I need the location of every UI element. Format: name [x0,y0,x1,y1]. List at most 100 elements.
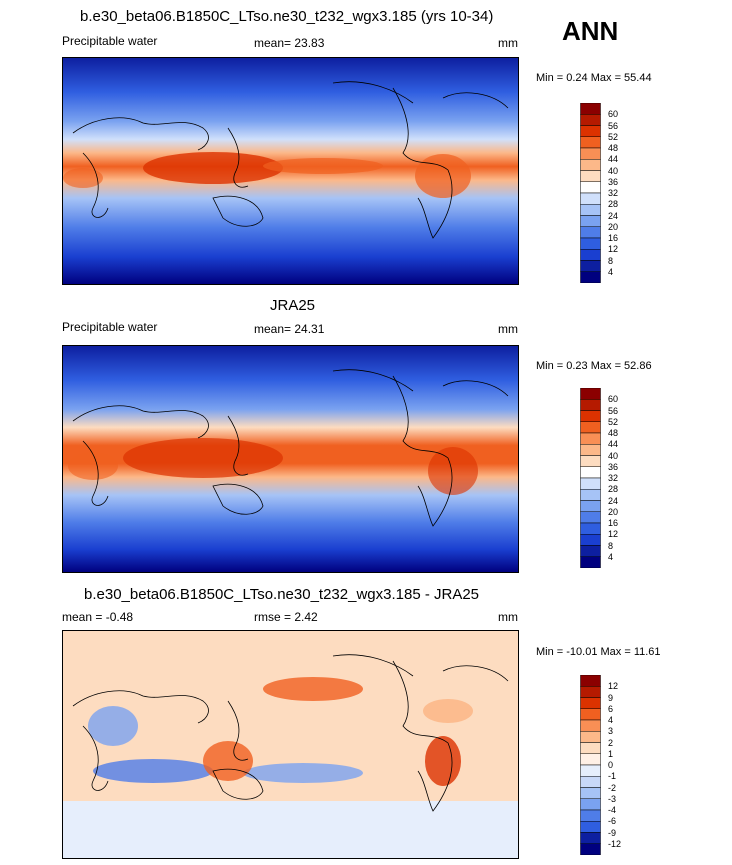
colorbar-tick-label: 36 [608,461,619,472]
panel1-units: mm [498,36,518,50]
colorbar-swatch [580,764,601,777]
colorbar-swatch [580,114,601,126]
colorbar-swatch [580,500,601,512]
colorbar-swatch [580,432,601,445]
colorbar-tick-label: 2 [608,737,614,748]
colorbar-swatch [580,809,601,822]
colorbar-tick-label: -2 [608,782,617,793]
colorbar-swatch [580,159,601,171]
colorbar-swatch [580,776,601,788]
colorbar-tick-label: 32 [608,188,619,198]
colorbar-tick-label: -12 [608,838,622,849]
colorbar-tick-label: 12 [608,529,619,540]
colorbar-swatch [580,103,601,115]
colorbar-tick-label: 4 [608,266,614,277]
panel1-map [62,57,519,285]
colorbar-tick-label: 32 [608,473,619,483]
colorbar-swatch [580,719,601,732]
colorbar-tick-label: 60 [608,394,619,405]
colorbar-tick-label: 44 [608,439,619,450]
panel2-units: mm [498,322,518,336]
colorbar-tick-label: 8 [608,540,614,551]
colorbar-swatch [580,147,601,160]
colorbar-swatch [580,271,601,283]
colorbar-swatch [580,843,601,855]
colorbar-tick-label: 28 [608,199,619,210]
colorbar-tick-label: 48 [608,143,619,153]
colorbar-swatch [580,821,601,833]
colorbar-tick-label: 28 [608,484,619,495]
colorbar-swatch [580,136,601,149]
panel1-mean-label: mean= 23.83 [254,36,325,50]
colorbar-tick-label: -4 [608,805,617,815]
colorbar-tick-label: 52 [608,131,619,142]
panel2-variable-label: Precipitable water [62,320,158,334]
panel2-colorbar [580,388,601,568]
colorbar-tick-label: 60 [608,109,619,120]
colorbar-swatch [580,204,601,216]
colorbar-swatch [580,192,601,205]
colorbar-tick-label: 24 [608,495,619,506]
panel3-colorbar [580,675,601,855]
colorbar-swatch [580,534,601,546]
colorbar-tick-label: 56 [608,120,619,131]
colorbar-swatch [580,477,601,490]
colorbar-tick-label: 4 [608,715,614,725]
colorbar-swatch [580,237,601,250]
colorbar-tick-label: 48 [608,428,619,438]
colorbar-swatch [580,421,601,434]
colorbar-tick-label: 8 [608,255,614,266]
colorbar-swatch [580,455,601,467]
colorbar-tick-label: -1 [608,771,617,782]
colorbar-swatch [580,675,601,687]
colorbar-swatch [580,466,601,479]
panel2-minmax: Min = 0.23 Max = 52.86 [536,360,652,372]
colorbar-swatch [580,708,601,721]
colorbar-swatch [580,697,601,709]
colorbar-tick-label: 40 [608,165,619,176]
colorbar-tick-label: 56 [608,405,619,416]
colorbar-swatch [580,181,601,194]
colorbar-tick-label: 6 [608,703,614,714]
colorbar-tick-label: 4 [608,551,614,562]
colorbar-tick-label: -3 [608,793,617,804]
panel1-colorbar [580,103,601,283]
colorbar-swatch [580,388,601,400]
panel1-coastlines [72,81,509,239]
panel2-map [62,345,519,573]
colorbar-swatch [580,260,601,272]
colorbar-swatch [580,731,601,743]
colorbar-swatch [580,444,601,456]
colorbar-swatch [580,798,601,811]
colorbar-tick-label: 16 [608,518,619,528]
colorbar-tick-label: 20 [608,221,619,232]
panel3-map [62,630,519,859]
colorbar-tick-label: 16 [608,233,619,243]
colorbar-swatch [580,545,601,557]
panel2-title: JRA25 [270,297,316,314]
colorbar-tick-label: 40 [608,450,619,461]
colorbar-swatch [580,742,601,754]
panel3-minmax: Min = -10.01 Max = 11.61 [536,646,661,658]
colorbar-tick-label: 36 [608,176,619,187]
colorbar-swatch [580,832,601,844]
season-label: ANN [562,16,619,46]
colorbar-swatch [580,489,601,501]
colorbar-tick-label: 44 [608,154,619,165]
colorbar-tick-label: 20 [608,506,619,517]
panel3-title: b.e30_beta06.B1850C_LTso.ne30_t232_wgx3.… [84,586,480,603]
panel1-minmax: Min = 0.24 Max = 55.44 [536,72,652,84]
colorbar-swatch [580,170,601,182]
colorbar-tick-label: 1 [608,748,614,759]
colorbar-tick-label: 9 [608,692,614,703]
colorbar-swatch [580,556,601,568]
colorbar-tick-label: -6 [608,816,617,827]
colorbar-swatch [580,410,601,422]
panel3-units: mm [498,610,518,624]
panel3-coastlines [72,654,509,812]
colorbar-tick-label: 3 [608,726,614,737]
colorbar-tick-label: 12 [608,244,619,255]
colorbar-swatch [580,215,601,227]
colorbar-swatch [580,787,601,799]
colorbar-tick-label: -9 [608,827,617,838]
